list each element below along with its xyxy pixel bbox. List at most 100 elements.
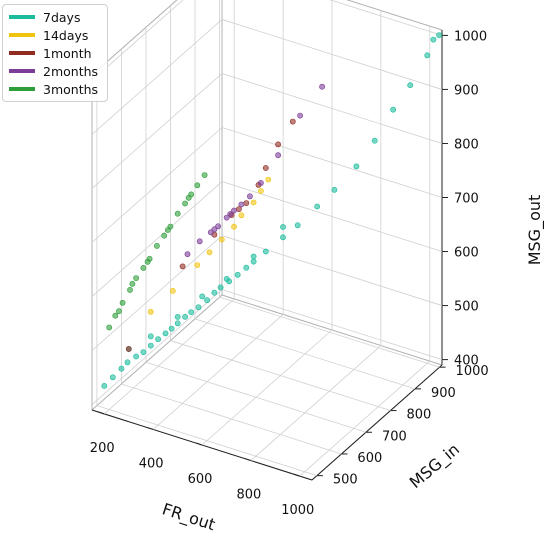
pane-edge: [91, 0, 178, 76]
data-point-2months: [246, 193, 253, 200]
data-point-7days: [188, 309, 195, 315]
data-point-3months: [194, 182, 201, 189]
y-axis-label: MSG_in: [406, 440, 464, 493]
x-tick-mark: [244, 458, 252, 462]
grid-line: [194, 318, 416, 390]
grid-line: [103, 298, 235, 415]
x-tick-mark: [146, 426, 154, 430]
y-tick-label: 600: [357, 451, 382, 466]
grid-line: [91, 235, 223, 351]
z-tick-label: 700: [454, 192, 479, 207]
x-tick-label: 600: [188, 472, 213, 487]
legend-swatch: [9, 33, 35, 37]
data-point-7days: [174, 320, 181, 327]
data-point-7days: [199, 293, 206, 300]
legend-item-14days: 14days: [9, 27, 88, 43]
data-point-7days: [390, 106, 396, 113]
legend-item-7days: 7days: [9, 9, 80, 25]
data-point-3months: [140, 264, 147, 271]
z-tick-label: 800: [454, 137, 479, 152]
pane-edge: [346, 0, 443, 31]
data-point-14days: [218, 236, 225, 243]
x-tick-mark: [195, 442, 203, 446]
x-axis-label: FR_out: [160, 499, 218, 535]
grid-line: [201, 329, 333, 446]
data-point-7days: [294, 222, 301, 229]
legend-item-3months: 3months: [9, 81, 98, 97]
data-point-1month: [262, 165, 269, 171]
data-point-7days: [280, 224, 286, 230]
data-point-7days: [234, 271, 241, 278]
data-point-7days: [147, 333, 154, 340]
data-point-7days: [262, 248, 269, 255]
data-point-2months: [196, 238, 203, 245]
data-point-1month: [179, 263, 186, 270]
data-point-3months: [185, 194, 192, 201]
data-point-14days: [194, 262, 201, 268]
data-point-7days: [109, 374, 116, 381]
data-point-3months: [153, 242, 160, 249]
data-point-1month: [125, 346, 132, 352]
grid-line: [152, 314, 284, 430]
x-tick-label: 800: [236, 488, 261, 503]
data-point-2months: [184, 251, 191, 258]
grid-line: [91, 0, 184, 81]
data-point-14days: [238, 212, 245, 219]
tick-labels: 2004006008001000500600700800900100040050…: [90, 29, 489, 518]
z-tick-label: 400: [454, 354, 479, 369]
z-tick-label: 500: [454, 300, 479, 315]
data-point-14days: [147, 308, 154, 315]
data-point-7days: [407, 82, 414, 89]
data-point-7days: [217, 284, 224, 291]
grid-line: [170, 340, 391, 411]
grid-line: [91, 127, 223, 243]
data-point-7days: [140, 349, 147, 355]
data-point-7days: [353, 163, 360, 170]
data-point-7days: [118, 365, 125, 372]
data-point-7days: [182, 313, 188, 320]
data-point-7days: [250, 253, 257, 260]
data-point-3months: [129, 280, 136, 287]
data-point-2months: [227, 211, 234, 217]
data-point-2months: [211, 226, 218, 233]
data-point-14days: [257, 188, 264, 194]
data-point-7days: [133, 353, 139, 360]
grid-lines: [91, 0, 443, 477]
x-tick-label: 400: [139, 456, 164, 471]
legend-item-1month: 1month: [9, 45, 92, 61]
data-point-3months: [174, 210, 181, 217]
x-tick-label: 200: [90, 441, 115, 456]
data-point-1month: [243, 200, 250, 206]
data-point-14days: [265, 176, 272, 183]
grid-line: [299, 360, 431, 477]
legend-swatch: [9, 69, 35, 73]
z-tick-label: 1000: [454, 29, 487, 44]
legend-swatch: [9, 51, 35, 55]
data-point-7days: [250, 258, 257, 265]
y-tick-label: 800: [406, 408, 431, 423]
data-point-3months: [116, 308, 122, 315]
data-point-7days: [211, 289, 218, 296]
legend: 7days 14days 1month 2months 3months: [2, 4, 108, 102]
z-axis-label: MSG_out: [525, 195, 545, 266]
data-point-7days: [331, 186, 338, 193]
legend-label: 7days: [43, 9, 81, 25]
data-point-3months: [201, 172, 208, 178]
x-tick-mark: [293, 473, 300, 477]
y-tick-label: 700: [382, 429, 407, 444]
data-point-7days: [314, 203, 321, 210]
legend-item-2months: 2months: [9, 63, 98, 79]
grid-line: [91, 289, 223, 405]
legend-label: 14days: [43, 27, 89, 43]
data-point-7days: [155, 336, 161, 343]
data-point-7days: [280, 234, 286, 241]
data-point-2months: [297, 112, 303, 119]
data-point-3months: [127, 286, 133, 293]
z-tick-label: 600: [454, 246, 479, 261]
data-point-2months: [215, 223, 221, 230]
legend-swatch: [9, 87, 35, 91]
data-point-7days: [124, 359, 131, 366]
data-point-7days: [436, 32, 442, 38]
y-tick-label: 900: [431, 386, 456, 401]
